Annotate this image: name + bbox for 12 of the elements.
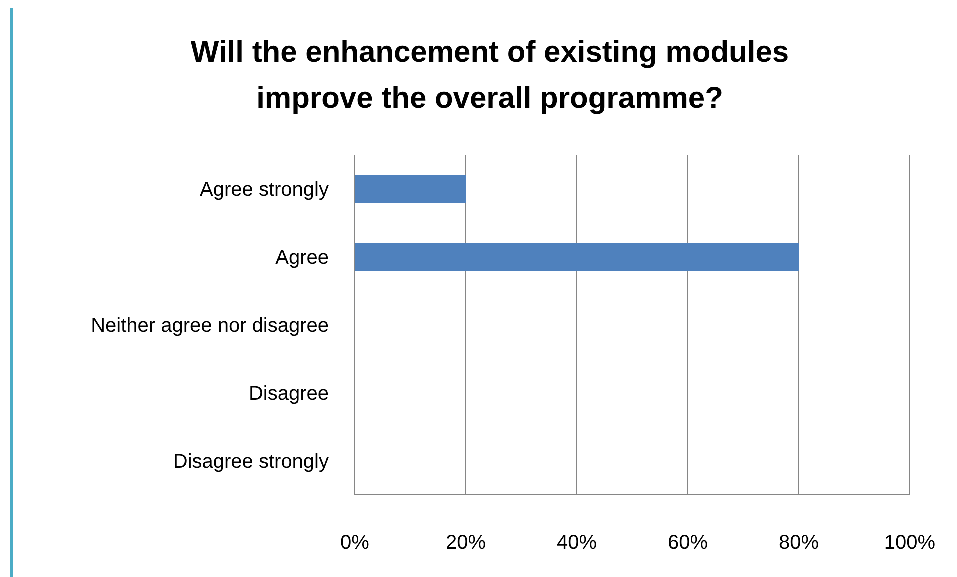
y-tick-label: Agree bbox=[276, 247, 329, 270]
x-tick-label: 60% bbox=[668, 532, 708, 554]
x-tick-label: 100% bbox=[884, 532, 936, 554]
chart-title: Will the enhancement of existing modules improve the overall programme? bbox=[190, 35, 790, 117]
x-tick-label: 40% bbox=[556, 532, 598, 554]
x-tick-label: 20% bbox=[446, 532, 486, 554]
y-tick-label: Neither agree nor disagree bbox=[91, 315, 329, 338]
y-tick-label: Disagree strongly bbox=[173, 451, 329, 474]
x-tick-label: 0% bbox=[340, 532, 370, 554]
x-tick-label: 80% bbox=[778, 532, 820, 554]
y-tick-label: Agree strongly bbox=[200, 179, 329, 202]
y-tick-label: Disagree bbox=[248, 383, 329, 406]
